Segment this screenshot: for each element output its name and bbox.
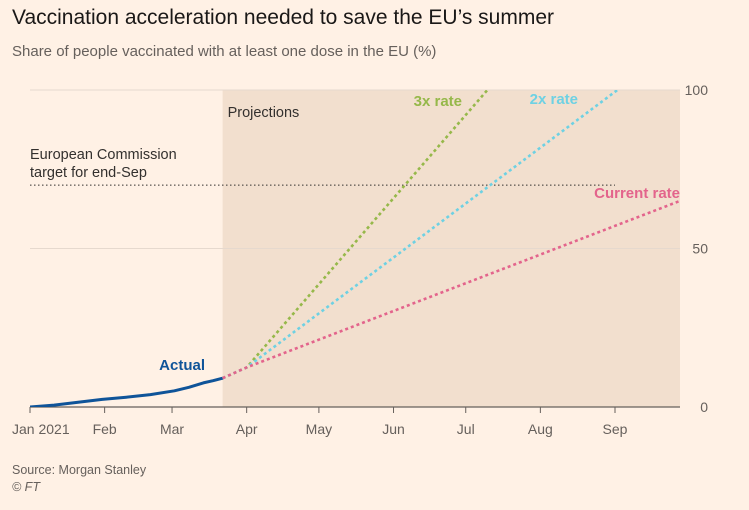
x-tick-label: Jun — [382, 421, 405, 437]
x-tick-label: Jan 2021 — [12, 421, 70, 437]
x-tick-label: Apr — [236, 421, 258, 437]
y-tick-label: 100 — [685, 82, 709, 98]
series-label-2x-rate: 2x rate — [530, 91, 578, 108]
x-tick-label: Jul — [457, 421, 475, 437]
x-tick-label: Mar — [160, 421, 184, 437]
y-tick-label: 50 — [692, 241, 708, 257]
x-tick-label: May — [306, 421, 332, 437]
chart-title: Vaccination acceleration needed to save … — [12, 6, 555, 29]
projection-label: Projections — [228, 105, 300, 121]
copyright-note: © FT — [12, 480, 40, 494]
x-tick-label: Sep — [603, 421, 628, 437]
chart-subtitle: Share of people vaccinated with at least… — [12, 43, 437, 60]
series-line-current-rate — [222, 199, 680, 380]
series-line-actual — [30, 376, 225, 407]
x-tick-label: Aug — [528, 421, 553, 437]
source-note: Source: Morgan Stanley — [12, 463, 147, 477]
target-label-line2: target for end-Sep — [30, 165, 147, 181]
target-label-line1: European Commission — [30, 147, 177, 163]
x-tick-label: Feb — [93, 421, 117, 437]
y-tick-label: 0 — [700, 399, 708, 415]
series-label-3x-rate: 3x rate — [414, 93, 462, 110]
series-label-current-rate: Current rate — [594, 185, 680, 202]
series-label-actual: Actual — [159, 357, 205, 374]
